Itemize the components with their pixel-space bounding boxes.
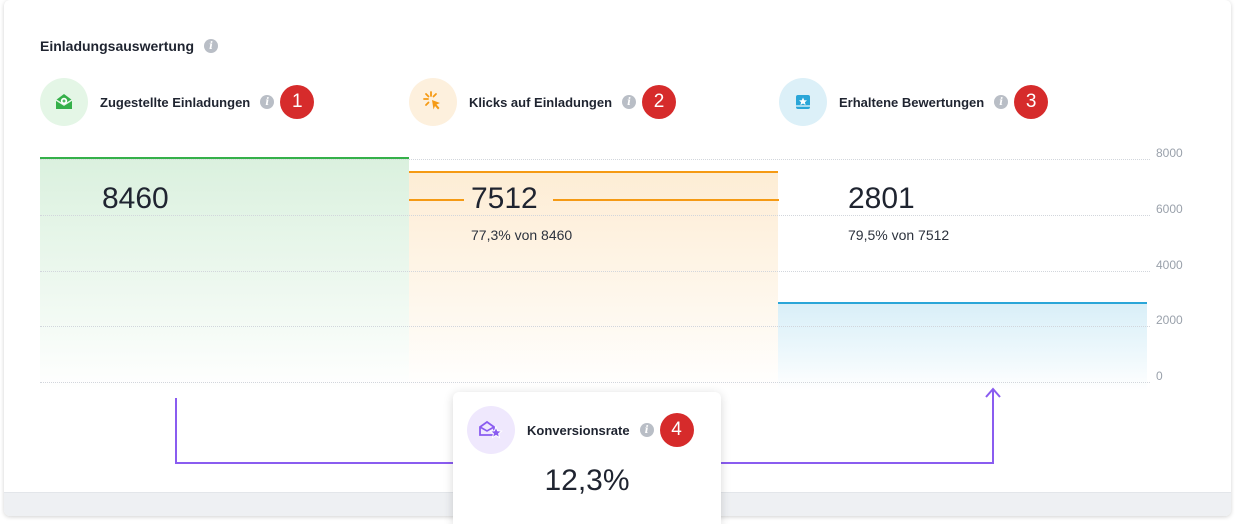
info-icon[interactable]: i <box>994 95 1009 109</box>
y-tick-label: 0 <box>1156 369 1163 383</box>
section-header: Einladungsauswertung i <box>40 38 219 54</box>
metric-reviews-percent: 79,5% von 7512 <box>848 227 950 243</box>
step-badge: 4 <box>659 413 694 447</box>
info-icon[interactable]: i <box>260 95 275 109</box>
step-badge: 3 <box>1014 85 1049 119</box>
conversion-value: 12,3% <box>544 464 630 497</box>
metric-clicks-percent: 77,3% von 8460 <box>471 227 573 243</box>
metric-reviews-value: 2801 <box>848 182 915 215</box>
grid-line <box>40 214 1150 216</box>
funnel-chart <box>40 150 1150 390</box>
grid-line <box>40 382 1150 383</box>
grid-line <box>40 159 1150 160</box>
grid-line <box>40 326 1150 328</box>
y-tick-label: 2000 <box>1156 313 1183 328</box>
conversion-card: Konversionsrate i 4 12,3% <box>453 392 721 524</box>
section-title: Einladungsauswertung <box>40 38 195 54</box>
bar-delivered <box>40 157 409 390</box>
connector-line <box>553 199 779 201</box>
metric-clicks-header: Klicks auf Einladungen i 2 <box>409 78 677 126</box>
y-tick-label: 6000 <box>1156 201 1183 216</box>
metric-reviews-label: Erhaltene Bewertungen <box>839 94 985 110</box>
metric-reviews-header: Erhaltene Bewertungen i 3 <box>779 78 1049 126</box>
metric-delivered-header: Zugestellte Einladungen i 1 <box>40 78 315 126</box>
metric-delivered-value: 8460 <box>102 182 169 215</box>
star-tray-icon <box>779 78 827 126</box>
bar-reviews <box>778 301 1147 390</box>
metric-clicks-value: 7512 <box>471 182 538 215</box>
metric-clicks-label: Klicks auf Einladungen <box>469 94 613 110</box>
connector-line <box>409 199 464 201</box>
bar-clicks <box>409 170 778 390</box>
y-tick-label: 4000 <box>1156 257 1183 272</box>
grid-line <box>40 270 1150 272</box>
envelope-open-icon <box>40 78 88 126</box>
envelope-star-icon <box>467 406 515 454</box>
info-icon[interactable]: i <box>639 423 654 437</box>
cursor-click-icon <box>409 78 457 126</box>
metric-delivered-label: Zugestellte Einladungen <box>100 94 251 110</box>
conversion-label: Konversionsrate <box>527 422 630 438</box>
step-badge: 1 <box>280 85 315 119</box>
step-badge: 2 <box>642 85 677 119</box>
info-icon[interactable]: i <box>622 95 637 109</box>
y-tick-label: 8000 <box>1156 146 1183 160</box>
info-icon[interactable]: i <box>204 39 219 53</box>
